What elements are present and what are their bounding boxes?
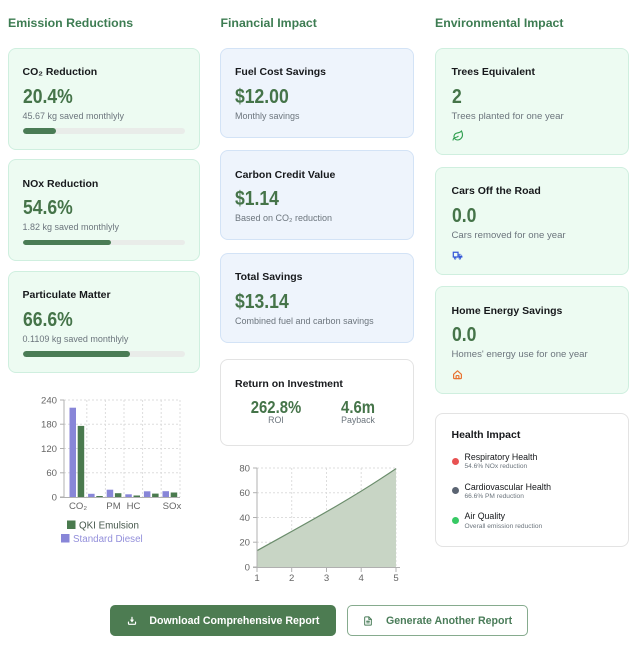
svg-text:20: 20: [239, 537, 250, 548]
svg-text:180: 180: [40, 419, 56, 430]
svg-text:PM: PM: [106, 501, 120, 512]
svg-text:240: 240: [40, 395, 56, 406]
svg-text:CO₂: CO₂: [68, 501, 86, 512]
svg-text:3: 3: [324, 573, 329, 584]
svg-text:60: 60: [46, 468, 57, 479]
svg-text:40: 40: [239, 512, 250, 523]
svg-text:4: 4: [359, 573, 365, 584]
svg-text:1: 1: [254, 573, 259, 584]
svg-text:80: 80: [239, 463, 250, 474]
svg-text:60: 60: [239, 488, 250, 499]
svg-text:120: 120: [40, 443, 56, 454]
svg-text:0: 0: [51, 492, 56, 503]
svg-text:SOx: SOx: [162, 501, 181, 512]
svg-text:Standard Diesel: Standard Diesel: [73, 533, 143, 544]
svg-text:0: 0: [245, 562, 250, 573]
svg-text:2: 2: [289, 573, 294, 584]
svg-text:HC: HC: [126, 501, 140, 512]
svg-text:5: 5: [393, 573, 398, 584]
svg-text:QKI Emulsion: QKI Emulsion: [79, 520, 139, 531]
